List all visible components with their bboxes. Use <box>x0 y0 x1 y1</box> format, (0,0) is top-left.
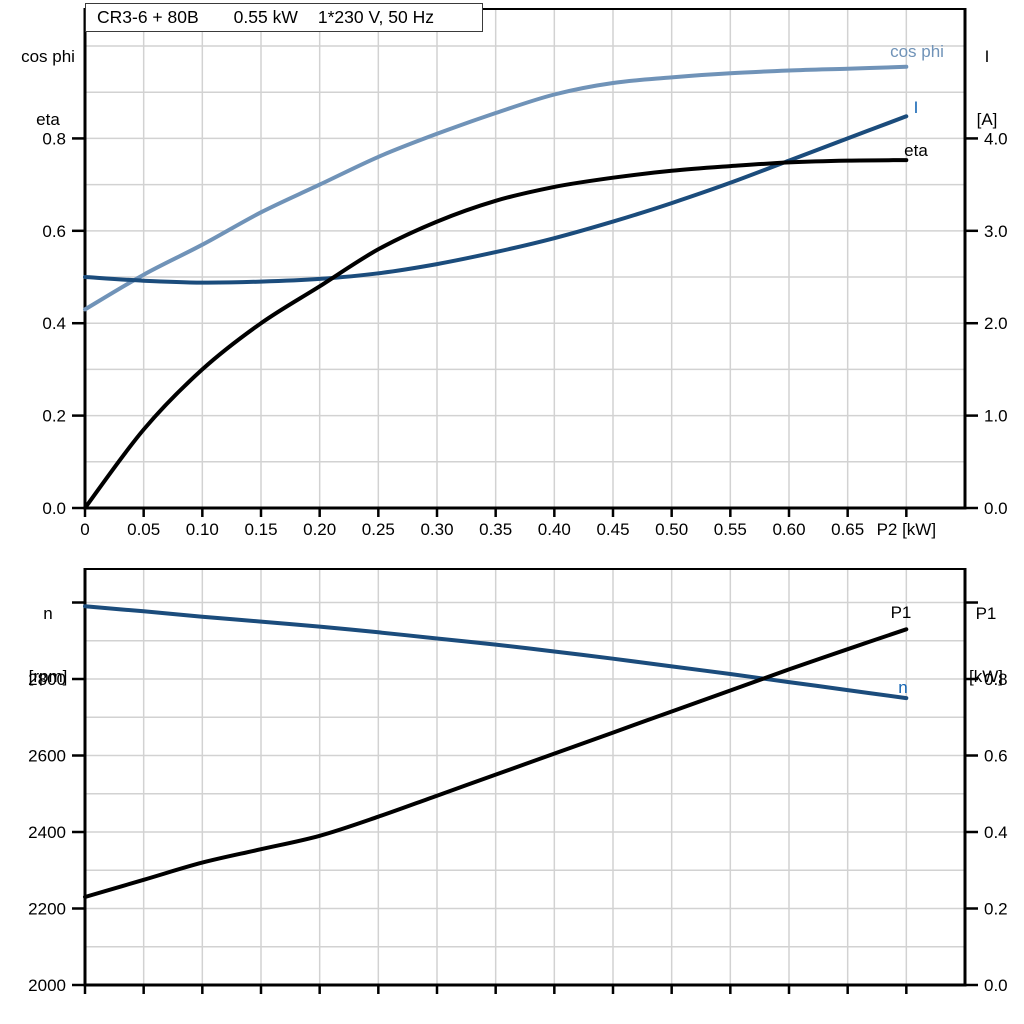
left-tick-label: 2400 <box>28 823 66 842</box>
kw-unit-line: [kW] <box>969 667 1003 686</box>
right-tick-label: 1.0 <box>984 407 1008 426</box>
speed-power-panel: 2000 2200 2400 2600 2800 0.0 0.2 0.4 0.6 0.8 n P1 <box>28 568 1008 995</box>
pump-model-label: CR3-6 + 80B <box>97 7 199 27</box>
right-tick-label: 0.4 <box>984 823 1008 842</box>
x-tick-label: 0.45 <box>596 520 629 539</box>
x-tick-label: 0.25 <box>362 520 395 539</box>
p1-axis-title-line: P1 <box>975 604 997 623</box>
curve-label-I: I <box>914 98 919 117</box>
x-tick-label: 0.65 <box>831 520 864 539</box>
right-tick-label: 3.0 <box>984 222 1008 241</box>
curve-label-n: n <box>898 678 907 697</box>
x-tick-label: 0.20 <box>303 520 336 539</box>
x-tick-label: 0 <box>80 520 89 539</box>
grid-group <box>85 10 965 508</box>
right-tick-label: 0.6 <box>984 747 1008 766</box>
left-tick-label: 2200 <box>28 900 66 919</box>
left-tick-label: 0.0 <box>42 499 66 518</box>
grid-group <box>85 570 965 985</box>
rated-power-label: 0.55 kW <box>233 7 298 27</box>
curve-label-eta: eta <box>904 141 928 160</box>
speed-axis-title-line: n <box>43 604 53 623</box>
top-right-axis-title: I [A] <box>956 4 1018 172</box>
curve-label-cos-phi: cos phi <box>890 42 944 61</box>
current-axis-title-line: I <box>984 47 990 66</box>
x-tick-label: 0.35 <box>479 520 512 539</box>
curve-P1 <box>83 627 909 899</box>
right-tick-label: 2.0 <box>984 314 1008 333</box>
x-tick-label: 0.30 <box>420 520 453 539</box>
x-tick-label: 0.05 <box>127 520 160 539</box>
top-left-axis-title: cos phi eta <box>6 4 90 172</box>
left-tick-label: 0.4 <box>42 314 66 333</box>
right-tick-label: 0.0 <box>984 499 1008 518</box>
curve-cos-phi <box>83 64 909 312</box>
x-tick-label: 0.15 <box>244 520 277 539</box>
right-tick-label: 0.8 <box>984 670 1008 689</box>
x-tick-label: P2 [kW] <box>877 520 937 539</box>
right-tick-label: 0.0 <box>984 976 1008 995</box>
left-tick-label: 2800 <box>28 670 66 689</box>
curve-n <box>83 604 909 701</box>
right-tick-label: 0.2 <box>984 900 1008 919</box>
x-tick-label: 0.40 <box>538 520 571 539</box>
supply-voltage-label: 1*230 V, 50 Hz <box>317 7 434 27</box>
x-tick-label: 0.10 <box>186 520 219 539</box>
left-tick-label: 0.2 <box>42 407 66 426</box>
rpm-unit-line: [rpm] <box>28 667 68 686</box>
ampere-unit-line: [A] <box>976 110 998 129</box>
bottom-left-axis-title: n [rpm] <box>6 561 90 729</box>
right-tick-label: 4.0 <box>984 129 1008 148</box>
eta-axis-title-line: eta <box>36 110 60 129</box>
curve-label-P1: P1 <box>891 603 912 622</box>
curve-eta <box>83 158 909 510</box>
left-tick-label: 0.6 <box>42 222 66 241</box>
x-tick-label: 0.55 <box>714 520 747 539</box>
cosphi-axis-title-line: cos phi <box>21 47 75 66</box>
bottom-right-axis-title: P1 [kW] <box>952 561 1020 729</box>
curve-I <box>83 114 909 285</box>
left-tick-label: 0.8 <box>42 129 66 148</box>
x-tick-label: 0.60 <box>772 520 805 539</box>
left-tick-label: 2600 <box>28 747 66 766</box>
motor-electrical-panel: 0 0.05 0.10 0.15 0.20 0.25 0.30 0.35 0.40 0.45 0.5… <box>42 8 1008 539</box>
chart-title-box: CR3-6 + 80B 0.55 kW 1*230 V, 50 Hz <box>85 3 483 32</box>
left-tick-label: 2000 <box>28 976 66 995</box>
x-tick-label: 0.50 <box>655 520 688 539</box>
